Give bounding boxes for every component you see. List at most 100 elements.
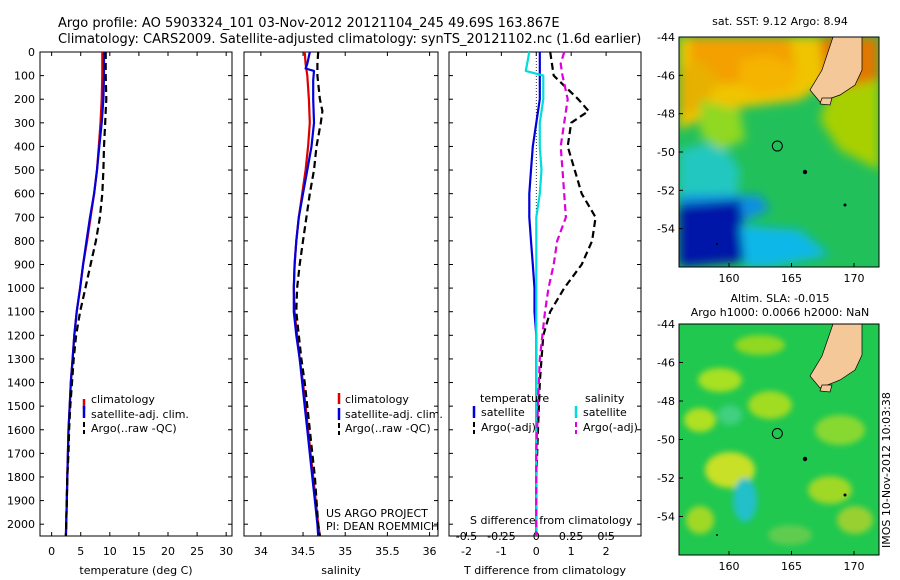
x-tick-label: 5 <box>77 545 84 558</box>
y-tick-label: 900 <box>14 258 35 271</box>
header-line-2: Climatology: CARS2009. Satellite-adjuste… <box>58 32 641 47</box>
x-tick-label: 34 <box>254 545 268 558</box>
map-y-tick-label: -52 <box>657 472 675 485</box>
x-tick-label: 20 <box>161 545 175 558</box>
x-tick-label: -2 <box>461 545 472 558</box>
y-tick-label: 1800 <box>7 471 35 484</box>
map-y-tick-label: -50 <box>657 434 675 447</box>
sst-map-field <box>679 37 879 267</box>
island-marker <box>843 203 847 207</box>
map-x-tick-label: 170 <box>844 560 865 573</box>
y-tick-label: 1900 <box>7 495 35 508</box>
y-tick-label: 1600 <box>7 424 35 437</box>
legend-climatology-label: climatology <box>91 393 155 406</box>
x-tick-label: 1 <box>568 545 575 558</box>
legend-argo-label: Argo(..raw -QC) <box>345 422 431 435</box>
x-tick-label: 34.5 <box>291 545 316 558</box>
legend-temp-satellite-label: satellite <box>481 406 525 419</box>
y-tick-label: 300 <box>14 117 35 130</box>
map-y-tick-label: -44 <box>657 318 675 331</box>
legend-satellite-label: satellite-adj. clim. <box>345 408 443 421</box>
x-tick-label: 30 <box>219 545 233 558</box>
map-x-tick-label: 170 <box>844 272 865 285</box>
y-tick-label: 1100 <box>7 306 35 319</box>
x-axis-label: temperature (deg C) <box>79 564 192 577</box>
island <box>819 97 833 106</box>
legend-argo-label: Argo(..raw -QC) <box>91 422 177 435</box>
y-tick-label: 800 <box>14 235 35 248</box>
x-tick-label: 0 <box>48 545 55 558</box>
legend-satellite-label: satellite-adj. clim. <box>91 408 189 421</box>
x-axis-label: T difference from climatology <box>463 564 626 577</box>
sst-map-axes: 160 165 170 -44 -46 -48 -50 -52 -54 <box>657 31 880 285</box>
salinity-legend: climatology satellite-adj. clim. Argo(..… <box>337 393 443 435</box>
y-tick-label: 400 <box>14 140 35 153</box>
x-tick-label: 10 <box>103 545 117 558</box>
map-y-tick-label: -46 <box>657 357 675 370</box>
map-y-tick-label: -48 <box>657 395 675 408</box>
legend-salinity-title: salinity <box>585 392 625 405</box>
series-argo-raw-qc <box>64 52 108 537</box>
x-tick-label: -1 <box>496 545 507 558</box>
map-y-tick-label: -54 <box>657 223 675 236</box>
series-salinity-satellite <box>524 51 545 536</box>
map-y-tick-label: -48 <box>657 108 675 121</box>
sla-map-subtitle: Argo h1000: 0.0066 h2000: NaN <box>691 306 870 319</box>
island-marker <box>716 534 718 536</box>
top-tick-label: -0.5 <box>456 530 477 543</box>
header-line-1: Argo profile: AO 5903324_101 03-Nov-2012… <box>58 16 560 31</box>
y-tick-label: 500 <box>14 164 35 177</box>
temperature-panel: 0100200300400500600700800900100011001200… <box>7 46 233 577</box>
legend-temp-argo-label: Argo(-adj) <box>481 421 536 434</box>
y-tick-label: 1200 <box>7 329 35 342</box>
map-x-tick-label: 160 <box>719 560 740 573</box>
series-temperature-satellite <box>528 52 541 536</box>
sst-map-title: sat. SST: 9.12 Argo: 8.94 <box>712 15 848 28</box>
series-temperature-argo-adj <box>535 51 597 536</box>
land-region <box>809 324 863 389</box>
x-tick-label: 36 <box>423 545 437 558</box>
y-tick-label: 1700 <box>7 447 35 460</box>
island-marker <box>843 493 847 497</box>
x-axis-label: salinity <box>321 564 361 577</box>
y-tick-label: 0 <box>28 46 35 59</box>
credit-pi: PI: DEAN ROEMMICH <box>326 520 439 533</box>
top-tick-label: 0.25 <box>559 530 584 543</box>
y-tick-label: 2000 <box>7 518 35 531</box>
y-tick-label: 700 <box>14 211 35 224</box>
argo-location-marker <box>771 140 783 152</box>
plot-frame <box>448 51 642 537</box>
x-tick-label: 0 <box>533 545 540 558</box>
map-y-tick-label: -50 <box>657 146 675 159</box>
legend-sal-satellite-label: satellite <box>583 406 627 419</box>
sla-map-title: Altim. SLA: -0.015 <box>730 292 829 305</box>
x-tick-label: 35 <box>338 545 352 558</box>
y-tick-label: 200 <box>14 93 35 106</box>
argo-location-marker <box>771 428 783 440</box>
island-marker <box>802 456 808 462</box>
temperature-legend: climatology satellite-adj. clim. Argo(..… <box>82 393 189 435</box>
credit-project: US ARGO PROJECT <box>326 507 428 520</box>
series-satellite-adj-clim <box>292 51 320 537</box>
map-y-tick-label: -54 <box>657 511 675 524</box>
legend-temperature-title: temperature <box>480 392 549 405</box>
island <box>819 384 833 393</box>
y-tick-label: 1000 <box>7 282 35 295</box>
x-tick-label: 15 <box>132 545 146 558</box>
series-salinity-argo-adj <box>535 51 569 536</box>
top-tick-label: -0.25 <box>487 530 515 543</box>
series-satellite-adj-clim <box>64 52 106 537</box>
difference-panel: -2 -1 0 1 2 T difference from climatology -0.5… <box>448 51 642 577</box>
y-tick-label: 1400 <box>7 377 35 390</box>
x-tick-label: 25 <box>190 545 204 558</box>
legend-sal-argo-label: Argo(-adj) <box>583 421 638 434</box>
difference-legend: temperature satellite Argo(-adj) salinit… <box>472 392 638 434</box>
y-tick-label: 1300 <box>7 353 35 366</box>
map-y-tick-label: -46 <box>657 69 675 82</box>
x-tick-label: 2 <box>603 545 610 558</box>
sla-map-axes: 160 165 170 -44 -46 -48 -50 -52 -54 <box>657 318 880 573</box>
top-tick-label: 0 <box>533 530 540 543</box>
island-marker <box>716 243 718 245</box>
map-x-tick-label: 165 <box>781 560 802 573</box>
